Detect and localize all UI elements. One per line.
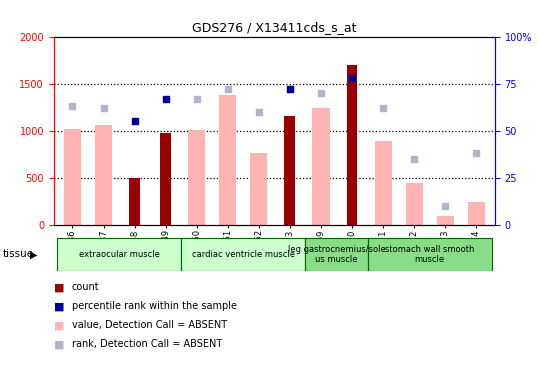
Point: [286, 86, 294, 92]
Point: [99, 105, 108, 111]
Text: stomach wall smooth
muscle: stomach wall smooth muscle: [385, 244, 475, 264]
Bar: [306, 238, 367, 271]
Point: [161, 96, 170, 102]
Text: ■: ■: [54, 339, 65, 350]
Text: tissue: tissue: [3, 249, 34, 259]
Point: [223, 86, 232, 92]
Point: [348, 75, 356, 81]
Text: cardiac ventricle muscle: cardiac ventricle muscle: [192, 250, 295, 259]
Point: [130, 119, 139, 124]
Point: [286, 86, 294, 92]
Point: [317, 90, 325, 96]
Text: value, Detection Call = ABSENT: value, Detection Call = ABSENT: [72, 320, 226, 330]
Bar: [367, 238, 492, 271]
Text: percentile rank within the sample: percentile rank within the sample: [72, 301, 237, 311]
Text: ▶: ▶: [30, 249, 37, 259]
Text: count: count: [72, 282, 99, 292]
Bar: [95, 125, 112, 225]
Point: [68, 104, 77, 109]
Bar: [346, 65, 357, 225]
Bar: [468, 202, 485, 225]
Bar: [220, 95, 236, 225]
Point: [472, 150, 480, 156]
Bar: [313, 108, 329, 225]
Bar: [188, 130, 206, 225]
Point: [193, 96, 201, 102]
Title: GDS276 / X13411cds_s_at: GDS276 / X13411cds_s_at: [192, 21, 357, 34]
Text: leg gastrocnemius/sole
us muscle: leg gastrocnemius/sole us muscle: [288, 244, 385, 264]
Bar: [160, 133, 171, 225]
Bar: [57, 238, 181, 271]
Bar: [129, 178, 140, 225]
Bar: [250, 153, 267, 225]
Point: [410, 156, 419, 162]
Bar: [437, 216, 454, 225]
Text: rank, Detection Call = ABSENT: rank, Detection Call = ABSENT: [72, 339, 222, 350]
Bar: [406, 183, 423, 225]
Text: ■: ■: [54, 320, 65, 330]
Text: ■: ■: [54, 282, 65, 292]
Text: ■: ■: [54, 301, 65, 311]
Point: [379, 105, 387, 111]
Bar: [285, 116, 295, 225]
Text: extraocular muscle: extraocular muscle: [79, 250, 159, 259]
Point: [441, 203, 450, 209]
Bar: [181, 238, 306, 271]
Bar: [64, 129, 81, 225]
Point: [254, 109, 263, 115]
Bar: [374, 141, 392, 225]
